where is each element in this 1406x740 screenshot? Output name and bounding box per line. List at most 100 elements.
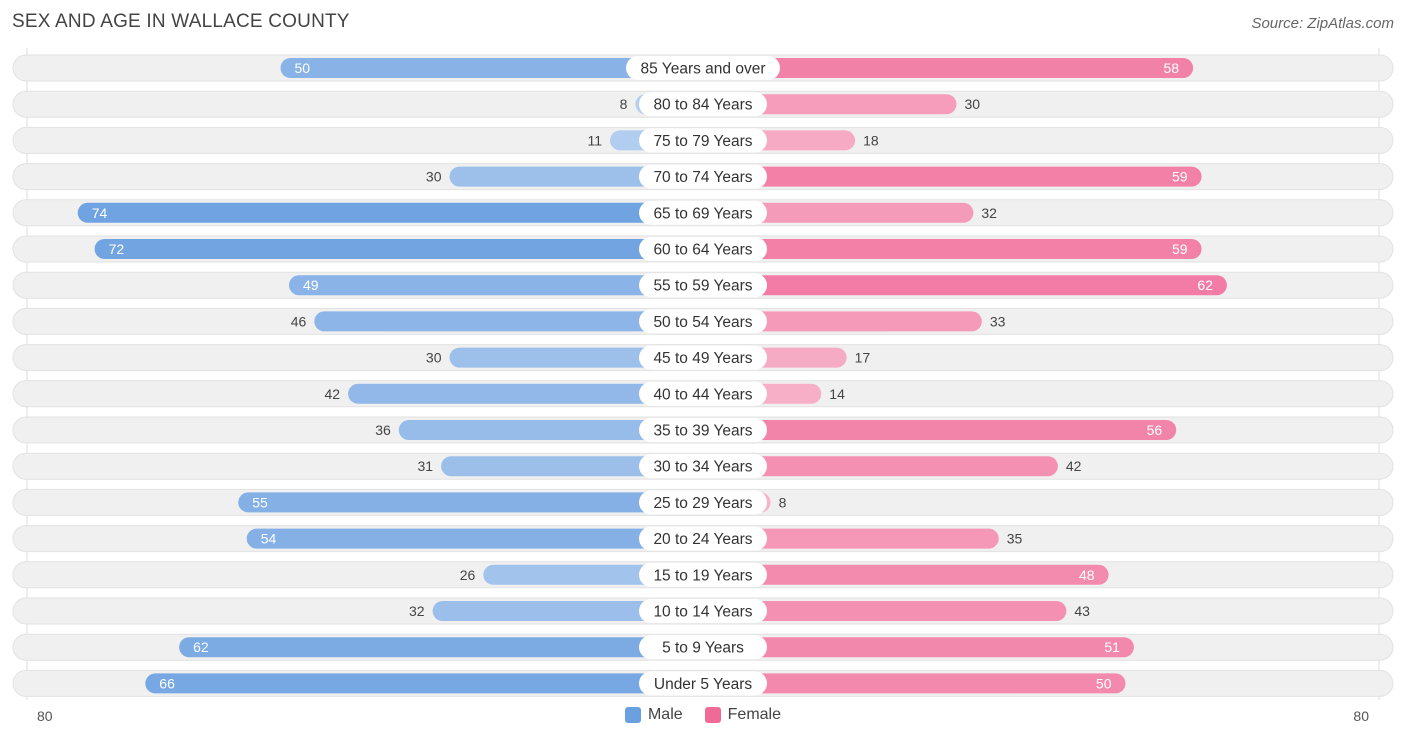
male-bar bbox=[441, 456, 703, 477]
category-label-pill bbox=[626, 56, 780, 80]
legend-item-male[interactable]: Male bbox=[624, 706, 683, 724]
female-value-label: 18 bbox=[863, 132, 879, 148]
female-value-label: 32 bbox=[981, 205, 997, 221]
male-value-label: 46 bbox=[291, 313, 307, 329]
male-value-label: 30 bbox=[426, 169, 442, 185]
female-bar bbox=[703, 58, 1194, 78]
male-value-label: 26 bbox=[460, 567, 476, 583]
category-label: 10 to 14 Years bbox=[653, 604, 752, 621]
category-label: 5 to 9 Years bbox=[662, 640, 744, 657]
female-value-label: 35 bbox=[1007, 531, 1023, 547]
category-label-pill bbox=[639, 454, 767, 479]
category-label: 75 to 79 Years bbox=[653, 133, 752, 150]
male-bar bbox=[398, 420, 703, 440]
female-value-label: 48 bbox=[1079, 567, 1095, 583]
male-value-label: 66 bbox=[159, 675, 175, 691]
female-bar bbox=[703, 564, 1109, 585]
category-label: 30 to 34 Years bbox=[653, 459, 752, 476]
female-value-label: 62 bbox=[1197, 277, 1213, 293]
male-bar bbox=[179, 637, 704, 658]
category-label-pill bbox=[639, 128, 767, 153]
male-bar bbox=[145, 673, 704, 694]
legend-swatch-female bbox=[704, 707, 721, 723]
male-value-label: 50 bbox=[295, 60, 311, 76]
category-label: 50 to 54 Years bbox=[653, 314, 752, 331]
female-value-label: 30 bbox=[965, 96, 981, 112]
female-value-label: 50 bbox=[1096, 675, 1112, 691]
category-label: Under 5 Years bbox=[654, 676, 752, 693]
female-value-label: 42 bbox=[1066, 458, 1082, 474]
category-label: 85 Years and over bbox=[641, 61, 766, 78]
source-label: Source: ZipAtlas.com bbox=[1251, 15, 1394, 32]
population-pyramid-chart: 50 58 85 Years and over 8 30 80 to 84 Years 11… bbox=[12, 48, 1394, 700]
category-label-pill bbox=[639, 345, 767, 370]
category-label: 35 to 39 Years bbox=[653, 423, 752, 440]
legend-swatch-male bbox=[624, 707, 641, 723]
legend: Male Female bbox=[0, 706, 1406, 724]
axis-right-label: 80 bbox=[1353, 708, 1369, 724]
category-label-pill bbox=[639, 309, 767, 334]
female-bar bbox=[703, 239, 1202, 259]
male-bar bbox=[314, 311, 703, 332]
male-value-label: 49 bbox=[303, 277, 319, 293]
legend-item-female[interactable]: Female bbox=[704, 706, 782, 724]
male-bar bbox=[449, 166, 703, 187]
category-label-pill bbox=[639, 599, 767, 623]
category-label-pill bbox=[639, 164, 767, 189]
male-bar bbox=[348, 383, 703, 404]
female-value-label: 51 bbox=[1104, 639, 1120, 655]
category-label: 45 to 49 Years bbox=[653, 350, 752, 367]
female-value-label: 8 bbox=[779, 494, 787, 510]
male-value-label: 11 bbox=[588, 132, 603, 148]
female-value-label: 17 bbox=[855, 350, 871, 366]
female-bar bbox=[703, 673, 1126, 694]
female-value-label: 33 bbox=[990, 313, 1006, 329]
category-label: 20 to 24 Years bbox=[653, 531, 752, 548]
legend-label-female: Female bbox=[727, 706, 782, 723]
category-label-pill bbox=[639, 635, 767, 660]
male-value-label: 62 bbox=[193, 639, 209, 655]
category-label-pill bbox=[639, 237, 767, 261]
category-label-pill bbox=[639, 671, 767, 696]
female-bar bbox=[703, 275, 1227, 296]
female-value-label: 58 bbox=[1164, 60, 1180, 76]
category-label-pill bbox=[639, 200, 767, 225]
chart-title: SEX AND AGE IN WALLACE COUNTY bbox=[12, 11, 350, 32]
female-bar bbox=[703, 420, 1177, 440]
category-label-pill bbox=[639, 92, 767, 117]
category-label: 60 to 64 Years bbox=[653, 242, 752, 259]
male-bar bbox=[238, 492, 703, 513]
category-label-pill bbox=[639, 381, 767, 406]
male-value-label: 55 bbox=[252, 494, 268, 510]
legend-label-male: Male bbox=[647, 706, 683, 723]
category-label: 15 to 19 Years bbox=[653, 567, 752, 584]
female-value-label: 43 bbox=[1074, 603, 1090, 619]
male-value-label: 54 bbox=[261, 531, 277, 547]
category-label: 70 to 74 Years bbox=[653, 169, 752, 186]
category-label: 55 to 59 Years bbox=[653, 278, 752, 295]
male-bar bbox=[246, 528, 703, 549]
category-label: 65 to 69 Years bbox=[653, 205, 752, 222]
category-label-pill bbox=[639, 562, 767, 587]
female-bar bbox=[703, 311, 982, 332]
female-value-label: 14 bbox=[829, 386, 845, 402]
axis-left-label: 80 bbox=[37, 708, 53, 724]
male-value-label: 31 bbox=[417, 458, 433, 474]
male-bar bbox=[77, 202, 703, 223]
male-value-label: 8 bbox=[620, 96, 628, 112]
female-bar bbox=[703, 528, 999, 549]
category-label: 40 to 44 Years bbox=[653, 386, 752, 403]
category-label-pill bbox=[639, 490, 767, 515]
male-value-label: 42 bbox=[325, 386, 341, 402]
male-value-label: 36 bbox=[375, 422, 391, 438]
category-label: 80 to 84 Years bbox=[653, 97, 752, 114]
male-value-label: 32 bbox=[409, 603, 425, 619]
male-value-label: 30 bbox=[426, 350, 442, 366]
female-value-label: 56 bbox=[1147, 422, 1163, 438]
female-bar bbox=[703, 601, 1067, 621]
male-bar bbox=[432, 601, 703, 621]
male-value-label: 74 bbox=[92, 205, 108, 221]
female-bar bbox=[703, 94, 957, 115]
female-bar bbox=[703, 637, 1134, 658]
female-bar bbox=[703, 456, 1058, 477]
